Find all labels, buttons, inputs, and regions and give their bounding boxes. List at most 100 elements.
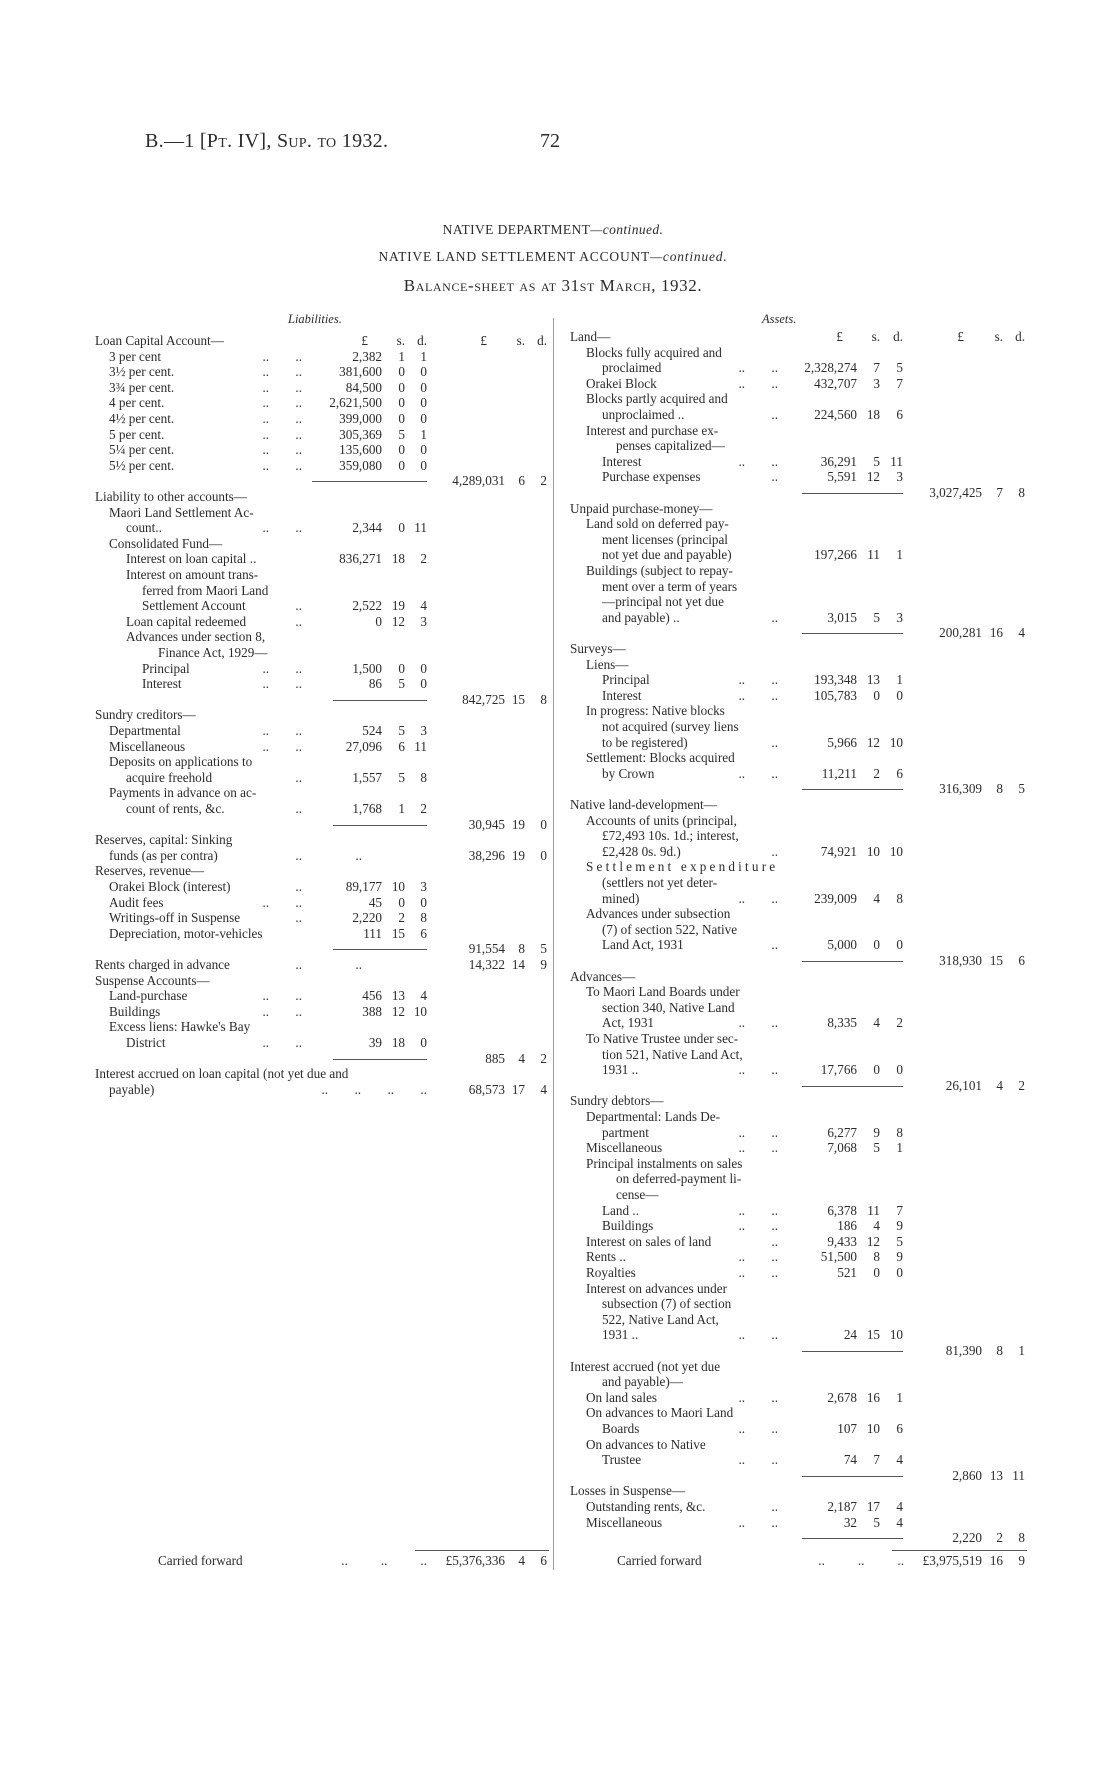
row-label: Departmental	[109, 723, 181, 738]
total-pence: 9	[540, 957, 547, 972]
dot-leader: .. ..	[262, 676, 302, 692]
table-row: penses capitalized—	[0, 438, 1114, 454]
amount-pence: 10	[889, 843, 903, 859]
carried-forward-shillings: 4	[518, 1553, 525, 1568]
subtotal-rule	[802, 633, 903, 635]
amount-pounds: 74,921	[820, 843, 857, 859]
row-label: Outstanding rents, &c.	[586, 1499, 706, 1514]
table-row: Settlement: Blocks acquired	[0, 750, 1114, 766]
table-row: section 340, Native Land	[0, 1000, 1114, 1016]
table-row: Interest .. .. 105,783 0 0	[0, 688, 1114, 704]
amount-pence: 0	[420, 894, 427, 910]
table-row: partment .. .. 6,277 9 8	[0, 1125, 1114, 1141]
total-pence: 5	[1018, 781, 1025, 797]
row-label: subsection (7) of section	[602, 1296, 732, 1312]
row-label: Losses in Suspense—	[570, 1483, 686, 1499]
dot-leader: ..	[771, 734, 778, 750]
row-label: cense—	[616, 1187, 659, 1202]
amount-shillings: 18	[391, 1035, 405, 1050]
row-label: penses capitalized—	[616, 438, 725, 454]
row-label: Native land-development—	[570, 797, 717, 812]
row-label: Land—	[570, 329, 611, 344]
total-pounds: 91,554	[468, 941, 505, 957]
subtotal-rule	[802, 1085, 903, 1087]
amount-shillings: 2	[873, 765, 880, 781]
table-row: Advances—	[0, 969, 1114, 985]
amount-shillings: 5	[398, 723, 405, 738]
statement-title: Balance-sheet as at 31st March, 1932.	[403, 276, 703, 295]
amount-pence: 7	[896, 375, 903, 391]
total-shillings: 2	[996, 1530, 1003, 1546]
page-number: 72	[540, 130, 560, 152]
table-row: Land— £ s. d. £ s. d.	[0, 329, 1114, 345]
amount-pence: 0	[896, 687, 903, 703]
assets-heading: Assets.	[762, 312, 797, 326]
table-row: Settlement expenditure	[0, 859, 1114, 875]
row-label: not yet due and payable)	[602, 547, 732, 563]
amount-pence: 0	[420, 660, 427, 676]
dot-leader: .. ..	[262, 364, 302, 380]
total-pence: 8	[1018, 1530, 1025, 1546]
amount-pounds: 1,768	[352, 801, 382, 816]
row-label: payable)	[109, 1081, 155, 1097]
table-row: Liens—	[0, 657, 1114, 673]
amount-pounds: 305,369	[339, 426, 382, 442]
table-row: 522, Native Land Act,	[0, 1312, 1114, 1328]
table-row: Reserves, revenue—	[0, 863, 1114, 879]
amount-shillings: 0	[398, 660, 405, 676]
table-row: To Native Trustee under sec-	[0, 1031, 1114, 1047]
dot-leader: .. ..	[262, 411, 302, 426]
amount-shillings: 15	[391, 925, 405, 941]
table-row: Royalties .. .. 521 0 0	[0, 1265, 1114, 1281]
table-row: Interest on loan capital .. 836,271 18 2	[0, 551, 1114, 567]
table-row: Payments in advance on ac-	[0, 785, 1114, 801]
table-row: 318,930 15 6	[0, 953, 1114, 969]
amount-pence: 10	[889, 1327, 903, 1343]
row-label: Orakei Block	[586, 375, 657, 391]
amount-shillings: 4	[873, 1015, 880, 1031]
total-pounds: 26,101	[945, 1077, 982, 1093]
amount-pence: 8	[896, 1124, 903, 1140]
subtotal-rule	[802, 961, 903, 962]
table-row: 81,390 8 1	[0, 1343, 1114, 1359]
amount-pence: 3	[896, 469, 903, 485]
amount-pence: 4	[896, 1514, 903, 1530]
row-label: Advances—	[570, 968, 636, 984]
amount-pence: 4	[420, 598, 427, 614]
row-label: Buildings	[602, 1218, 654, 1234]
amount-pence: 2	[420, 551, 427, 567]
table-row: 1931 .. .. .. 24 15 10	[0, 1327, 1114, 1343]
row-label: ment licenses (principal	[602, 531, 728, 547]
total-shillings: 8	[996, 1343, 1003, 1358]
dot-leader: ..	[295, 847, 302, 863]
table-row: £72,493 10s. 1d.; interest,	[0, 828, 1114, 844]
dot-leader: .. ..	[738, 1124, 778, 1140]
subtotal-rule	[802, 789, 903, 791]
amount-pence: 1	[896, 1140, 903, 1156]
table-row: 842,725 15 8	[0, 692, 1114, 708]
amount-pounds: 11,211	[821, 765, 857, 781]
total-pence: 8	[1018, 485, 1025, 500]
table-row: Advances under subsection	[0, 906, 1114, 922]
table-row: Interest on sales of land.. 9,433 12 5	[0, 1234, 1114, 1250]
row-label: count..	[126, 520, 162, 536]
amount-pence: 0	[420, 379, 427, 395]
table-row: Liability to other accounts—	[0, 489, 1114, 505]
total-pounds: 318,930	[939, 953, 982, 968]
amount-shillings: 7	[873, 1452, 880, 1468]
row-label: Blocks partly acquired and	[586, 391, 728, 407]
dot-leader: ..	[295, 957, 302, 972]
department-suffix: —continued.	[590, 222, 664, 237]
table-row: Boards .. .. 107 10 6	[0, 1421, 1114, 1437]
row-label: 5½ per cent.	[109, 457, 175, 473]
dot-leader: .. ..	[738, 1327, 778, 1343]
amount-pounds: 107	[837, 1421, 857, 1436]
row-label: Liability to other accounts—	[95, 489, 247, 504]
total-pounds: 68,573	[468, 1081, 505, 1097]
table-row: 5 per cent. .. .. 305,369 5 1	[0, 427, 1114, 443]
carried-forward-label: Carried forward	[617, 1553, 702, 1568]
total-pounds: 81,390	[945, 1343, 982, 1358]
row-label: ferred from Maori Land	[142, 582, 269, 598]
amount-pence: 1	[896, 547, 903, 563]
dot-leader: .. .. ..	[341, 1553, 427, 1568]
